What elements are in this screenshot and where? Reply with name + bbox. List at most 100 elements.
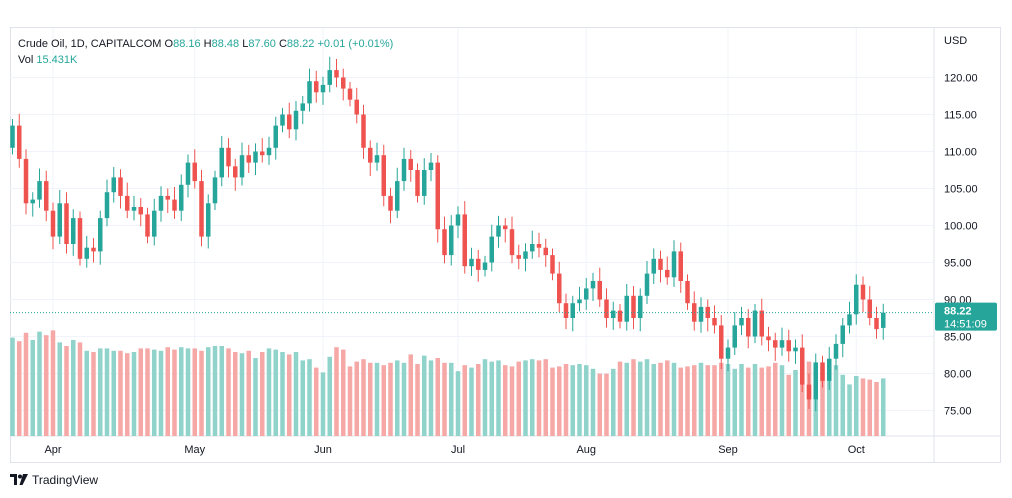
- volume-bar: [631, 359, 636, 436]
- candle-body: [314, 81, 319, 93]
- volume-bar: [145, 348, 150, 436]
- volume-bar: [212, 346, 218, 436]
- last-price-value: 88.22: [944, 306, 972, 318]
- candle-body: [233, 166, 238, 178]
- volume-bar: [746, 367, 751, 436]
- candle-body: [496, 225, 501, 237]
- volume-bar: [678, 367, 683, 436]
- candle-body: [584, 288, 589, 300]
- volume-bar: [482, 359, 488, 436]
- candle-body: [867, 299, 872, 318]
- candle-body: [523, 251, 528, 259]
- candle-body: [489, 236, 494, 263]
- volume-bar: [435, 358, 440, 436]
- candle-body: [50, 210, 56, 237]
- candle-body: [172, 199, 177, 211]
- candle-body: [557, 273, 562, 304]
- candle-body: [847, 314, 852, 326]
- volume-bar: [725, 364, 731, 436]
- volume-bar: [57, 342, 62, 436]
- candle-body: [17, 125, 22, 159]
- candle-body: [827, 358, 832, 381]
- legend-volume-label: Vol: [18, 54, 34, 66]
- volume-bar: [118, 350, 123, 436]
- volume-bar: [719, 362, 724, 436]
- volume-bar: [172, 349, 177, 436]
- candle-body: [395, 181, 400, 211]
- candle-body: [212, 177, 218, 204]
- volume-bar: [584, 365, 589, 436]
- y-tick-label: 105.00: [944, 184, 978, 196]
- last-price-countdown: 14:51:09: [944, 319, 987, 331]
- volume-bar: [428, 360, 434, 436]
- candle-body: [280, 114, 285, 126]
- volume-bar: [23, 332, 29, 436]
- volume-bar: [50, 330, 56, 436]
- volume-bar: [455, 371, 461, 436]
- volume-bar: [590, 368, 596, 436]
- x-tick-label: Aug: [576, 444, 596, 456]
- candle-body: [678, 251, 683, 281]
- volume-bar: [395, 360, 400, 436]
- volume-bar: [570, 365, 575, 436]
- candle-body: [239, 155, 245, 178]
- candle-body: [253, 151, 258, 163]
- volume-bar: [597, 373, 602, 436]
- candle-body: [30, 199, 35, 204]
- volume-bar: [307, 359, 312, 436]
- candle-body: [401, 158, 407, 182]
- volume-bar: [509, 366, 515, 436]
- legend-volume-value: 15.431K: [36, 54, 78, 66]
- candle-body: [793, 347, 798, 352]
- volume-bar: [658, 362, 663, 436]
- volume-bar: [10, 337, 15, 436]
- volume-bar: [401, 362, 407, 436]
- candle-body: [624, 295, 629, 322]
- candle-body: [77, 218, 83, 259]
- volume-bar: [44, 335, 49, 436]
- candle-body: [590, 281, 596, 289]
- volume-bar: [273, 349, 278, 436]
- legend-volume-row: Vol 15.431K: [18, 52, 393, 68]
- volume-bar: [280, 352, 285, 436]
- candle-body: [138, 207, 143, 215]
- volume-bar: [624, 362, 629, 436]
- candle-body: [91, 247, 96, 252]
- volume-bar: [388, 362, 393, 436]
- volume-bar: [617, 361, 623, 436]
- volume-bar: [692, 365, 697, 436]
- tradingview-brand[interactable]: TradingView: [10, 473, 98, 487]
- candle-body: [104, 192, 110, 219]
- candle-body: [577, 299, 582, 304]
- candle-body: [64, 203, 69, 244]
- candle-body: [671, 251, 677, 278]
- volume-bar: [766, 366, 771, 436]
- candle-body: [260, 151, 265, 156]
- candle-body: [779, 340, 785, 348]
- candle-body: [516, 255, 521, 259]
- legend-close-value: 88.22: [286, 38, 315, 50]
- volume-bar: [739, 364, 744, 436]
- volume-bar: [125, 353, 130, 436]
- candle-body: [476, 258, 481, 270]
- candle-body: [442, 229, 447, 256]
- x-tick-label: Apr: [44, 444, 61, 456]
- volume-bar: [665, 360, 670, 436]
- candle-body: [415, 170, 420, 196]
- volume-bar: [489, 361, 494, 436]
- legend-low-label: L: [242, 38, 249, 50]
- candle-body: [881, 312, 886, 328]
- chart-legend: Crude Oil, 1D, CAPITALCOM O88.16 H88.48 …: [18, 36, 393, 68]
- candle-body: [354, 99, 359, 115]
- volume-bar: [847, 384, 852, 436]
- volume-bar: [800, 366, 805, 436]
- volume-bar: [604, 373, 609, 436]
- volume-bar: [820, 366, 825, 436]
- candle-body: [158, 195, 164, 211]
- volume-bar: [759, 367, 764, 436]
- volume-bar: [874, 382, 879, 436]
- volume-bar: [563, 364, 569, 436]
- y-tick-label: 120.00: [944, 73, 978, 85]
- volume-bar: [246, 350, 251, 436]
